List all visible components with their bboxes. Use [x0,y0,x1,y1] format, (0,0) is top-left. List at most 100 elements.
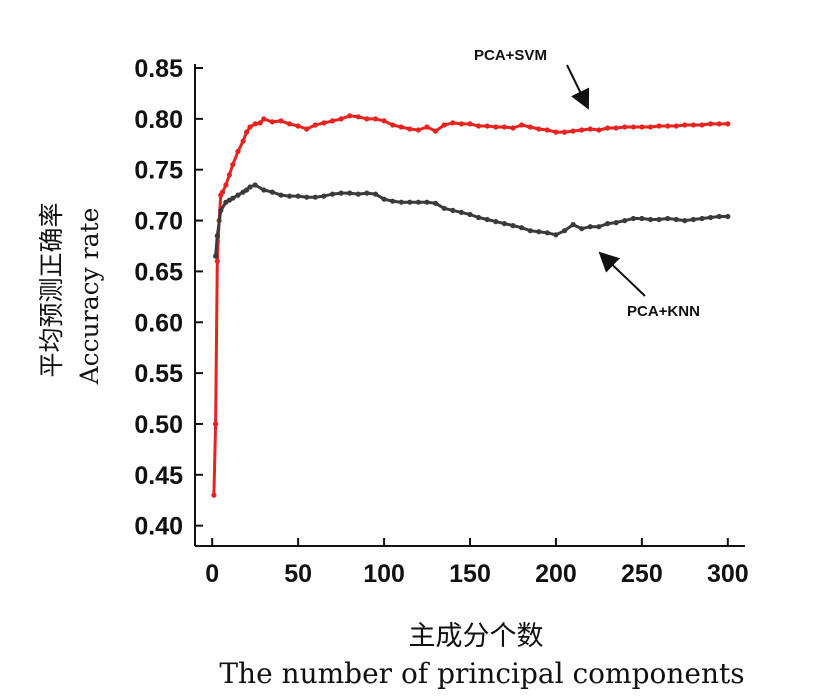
data-point-pca-knn [553,232,559,238]
data-point-pca-knn [725,213,731,220]
x-tick-label: 300 [707,560,749,588]
data-point-pca-svm [622,124,628,130]
tick-labels: 0.40 0.45 0.50 0.55 0.60 0.65 0.70 0.75 0.80 0.85… [134,55,748,588]
x-axis-label-en: The number of principal components [219,657,744,690]
y-tick-label: 0.75 [134,157,183,185]
y-tick-label: 0.60 [134,309,183,337]
y-tick-label: 0.85 [134,55,183,83]
data-point-pca-knn [656,216,662,223]
data-point-pca-knn [476,214,482,221]
data-point-pca-knn [235,192,241,198]
data-point-pca-knn [355,191,361,197]
data-point-pca-svm [261,116,267,122]
data-point-pca-knn [441,205,447,211]
data-point-pca-svm [240,138,246,144]
data-point-pca-knn [398,199,404,205]
data-point-pca-svm [381,118,387,124]
data-point-pca-svm [613,125,619,131]
x-tick-label: 100 [363,560,405,588]
x-tick-label: 50 [284,560,312,588]
data-point-pca-svm [596,127,602,133]
data-point-pca-knn [338,190,344,196]
data-point-pca-knn [604,221,611,227]
data-point-pca-knn [407,199,413,205]
data-point-pca-knn [295,193,301,199]
data-point-pca-svm [269,119,275,125]
data-point-pca-svm [415,127,421,133]
data-point-pca-svm [458,121,464,127]
data-point-pca-knn [347,190,353,196]
data-point-pca-knn [613,220,619,226]
y-tick-label: 0.70 [134,208,183,236]
data-point-pca-svm [604,125,611,131]
y-tick-label: 0.65 [134,258,183,286]
annotation-pca-knn-arrow [598,251,646,297]
data-point-pca-svm [570,128,576,134]
data-point-pca-svm [587,126,593,132]
data-point-pca-knn [579,226,585,232]
series-line-pca-svm [212,114,728,496]
data-point-pca-svm [699,122,705,128]
data-point-pca-knn [716,213,722,220]
data-point-pca-svm [579,127,585,133]
data-point-pca-knn [230,195,236,201]
data-point-pca-svm [390,122,396,128]
data-point-pca-knn [278,192,284,198]
data-point-pca-svm [398,124,404,130]
data-point-pca-svm [247,124,253,130]
data-point-pca-knn [527,228,533,234]
data-point-pca-knn [286,193,293,199]
data-point-pca-svm [329,118,336,124]
data-point-pca-svm [213,421,219,427]
data-point-pca-svm [257,120,263,126]
data-point-pca-svm [519,122,525,128]
data-point-pca-svm [372,116,379,122]
data-point-pca-knn [247,184,253,190]
data-point-pca-svm [295,123,301,129]
data-point-pca-knn [458,209,464,215]
data-point-pca-svm [226,172,232,178]
annotation-pca-knn: PCA+KNN [627,303,700,320]
annotation-pca-svm: PCA+SVM [474,47,547,64]
data-point-pca-knn [261,187,267,193]
y-tick-label: 0.80 [134,106,183,134]
data-point-pca-svm [725,121,731,127]
data-point-pca-knn [639,215,645,222]
data-point-pca-svm [312,122,318,128]
data-point-pca-svm [510,125,516,131]
data-point-pca-knn [673,216,679,223]
data-point-pca-knn [415,199,421,205]
data-point-pca-knn [630,215,636,222]
data-point-pca-svm [493,124,499,130]
y-tick-label: 0.55 [134,360,183,388]
data-point-pca-svm [214,258,220,264]
data-point-pca-svm [544,127,550,133]
x-tick-label: 150 [449,560,491,588]
data-point-pca-svm [639,124,645,130]
data-point-pca-svm [278,118,284,124]
data-point-pca-svm [321,120,327,126]
data-point-pca-svm [338,116,344,122]
data-point-pca-svm [286,121,293,127]
plot-series [211,113,731,498]
data-point-pca-svm [476,123,482,129]
data-point-pca-knn [424,199,430,205]
data-point-pca-knn [510,223,516,229]
data-point-pca-knn [390,198,396,204]
data-point-pca-svm [304,126,310,132]
data-point-pca-svm [690,122,697,128]
data-point-pca-knn [312,194,318,200]
data-point-pca-svm [219,189,226,195]
data-point-pca-knn [321,193,327,199]
data-point-pca-svm [407,126,413,132]
data-point-pca-knn [214,233,220,239]
data-point-pca-svm [527,124,533,130]
data-point-pca-knn [587,224,593,230]
data-point-pca-knn [536,229,542,235]
data-point-pca-knn [493,219,499,225]
data-point-pca-svm [450,120,456,126]
y-tick-label: 0.50 [134,411,183,439]
data-point-pca-svm [467,121,473,127]
data-point-pca-svm [665,123,671,129]
